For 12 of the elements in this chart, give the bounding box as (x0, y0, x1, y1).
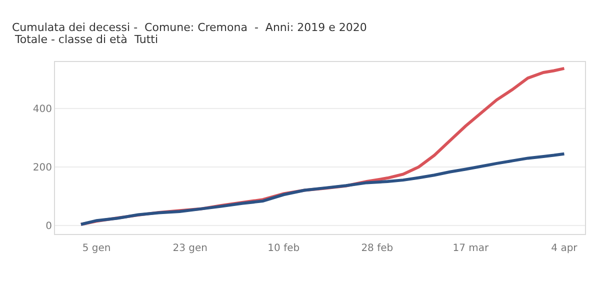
y-tick-label: 200 (32, 162, 52, 174)
chart-title: Cumulata dei decessi - Comune: Cremona - Anni: 2019 e 2020 (12, 21, 367, 34)
y-tick-label: 400 (32, 104, 52, 116)
line-series (79, 152, 566, 226)
chart-subtitle: Totale - classe di età Tutti (14, 33, 158, 46)
x-tick-label: 4 apr (551, 243, 578, 254)
x-tick-label: 17 mar (452, 243, 490, 254)
x-tick-label: 10 feb (268, 243, 300, 254)
y-tick-label: 0 (46, 220, 52, 232)
x-tick-label: 28 feb (361, 243, 394, 254)
x-tick-label: 23 gen (172, 243, 208, 254)
x-tick-label: 5 gen (82, 243, 111, 254)
